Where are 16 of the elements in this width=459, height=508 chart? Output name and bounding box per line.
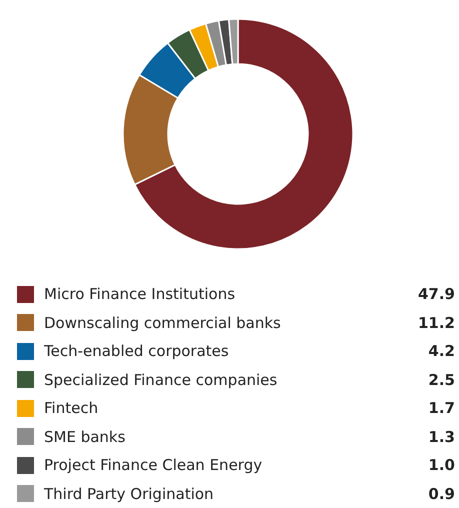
legend-label: SME banks	[44, 428, 126, 446]
data-label: 1.0	[428, 456, 456, 474]
legend-label: Specialized Finance companies	[44, 370, 278, 389]
data-label: 1.3	[428, 428, 456, 446]
data-label: 2.5	[428, 370, 456, 389]
data-label: 4.2	[428, 342, 456, 360]
data-label: 0.9	[428, 484, 456, 503]
legend-label: Project Finance Clean Energy	[44, 456, 264, 474]
data-label: 1.7	[428, 399, 456, 418]
data-label: 47.9	[418, 285, 456, 304]
legend-label: Fintech	[44, 399, 100, 418]
legend-label: Tech-enabled corporates	[44, 342, 230, 360]
legend-label: Third Party Origination	[44, 484, 215, 503]
data-label: 11.2	[418, 314, 456, 332]
legend-label: Micro Finance Institutions	[44, 285, 236, 304]
legend-label: Downscaling commercial banks	[44, 314, 282, 332]
